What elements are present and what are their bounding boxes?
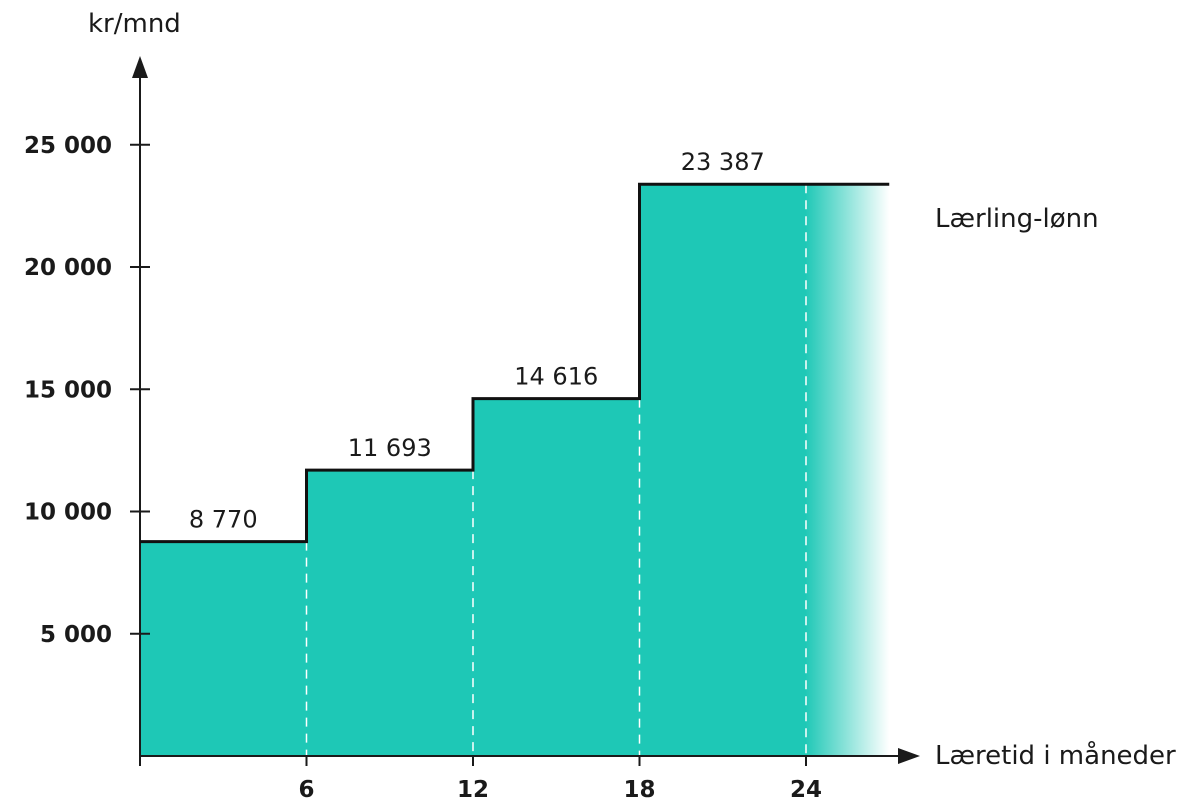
area-fill-step-1 bbox=[140, 541, 307, 756]
data-label-step-2: 11 693 bbox=[348, 434, 432, 462]
data-label-step-3: 14 616 bbox=[514, 363, 598, 391]
y-tick-label-5000: 5 000 bbox=[40, 622, 112, 648]
area-fill-fade bbox=[805, 184, 890, 756]
x-tick-label-12: 12 bbox=[457, 777, 489, 803]
x-tick-label-6: 6 bbox=[298, 777, 314, 803]
y-axis-title: kr/mnd bbox=[88, 9, 181, 39]
series-step-line bbox=[140, 182, 890, 544]
step-line-layer bbox=[140, 182, 890, 544]
y-tick-label-10000: 10 000 bbox=[24, 500, 112, 526]
area-fill-step-3 bbox=[473, 398, 640, 756]
data-label-step-1: 8 770 bbox=[189, 506, 258, 534]
x-axis-title: Læretid i måneder bbox=[935, 740, 1176, 771]
x-tick-label-18: 18 bbox=[623, 777, 655, 803]
axes: 5 000 10 000 15 000 20 000 25 000 6 12 18 24 bbox=[24, 56, 920, 803]
label-layer: kr/mnd Læretid i måneder Lærling-lønn 8 … bbox=[88, 9, 1176, 771]
y-tick-label-20000: 20 000 bbox=[24, 255, 112, 281]
x-axis-arrow bbox=[898, 748, 920, 764]
series-label: Lærling-lønn bbox=[935, 204, 1099, 234]
y-tick-label-15000: 15 000 bbox=[24, 377, 112, 403]
area-fill-step-4 bbox=[639, 184, 806, 756]
y-tick-label-25000: 25 000 bbox=[24, 133, 112, 159]
y-axis-arrow bbox=[132, 56, 148, 78]
x-tick-label-24: 24 bbox=[790, 777, 822, 803]
area-fill-layer bbox=[140, 184, 890, 756]
step-divider-layer bbox=[305, 184, 807, 756]
data-label-step-4: 23 387 bbox=[681, 148, 765, 176]
area-fill-step-2 bbox=[306, 470, 473, 756]
